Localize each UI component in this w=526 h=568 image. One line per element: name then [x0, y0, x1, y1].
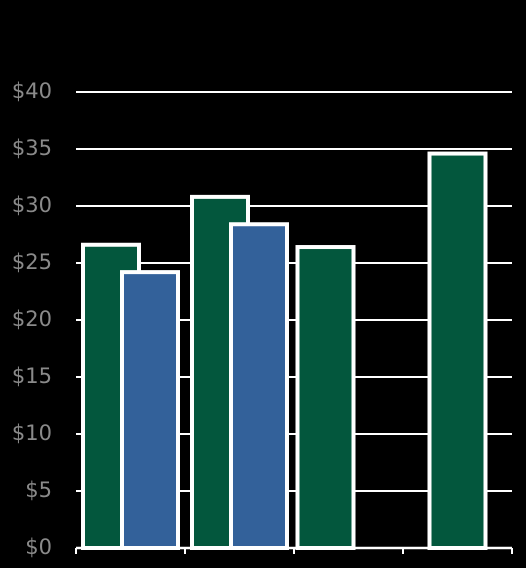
y-tick-label: $40 [12, 79, 52, 103]
bar-series-2-cat-2 [229, 222, 289, 551]
y-tick-label: $10 [12, 421, 52, 445]
y-tick-label: $5 [25, 478, 52, 502]
y-axis-tick-labels: $0 $5 $10 $15 $20 $25 $30 $35 $40 [12, 79, 52, 559]
y-tick-label: $35 [12, 136, 52, 160]
bar-series-1-cat-3 [295, 245, 356, 550]
y-tick-label: $30 [12, 193, 52, 217]
bars [81, 151, 488, 551]
bar-series-1-cat-4 [427, 151, 488, 550]
y-tick-label: $0 [25, 535, 52, 559]
x-axis [75, 546, 513, 554]
y-tick-label: $25 [12, 250, 52, 274]
y-tick-label: $20 [12, 307, 52, 331]
y-tick-label: $15 [12, 364, 52, 388]
bar-series-2-cat-1 [120, 270, 180, 550]
